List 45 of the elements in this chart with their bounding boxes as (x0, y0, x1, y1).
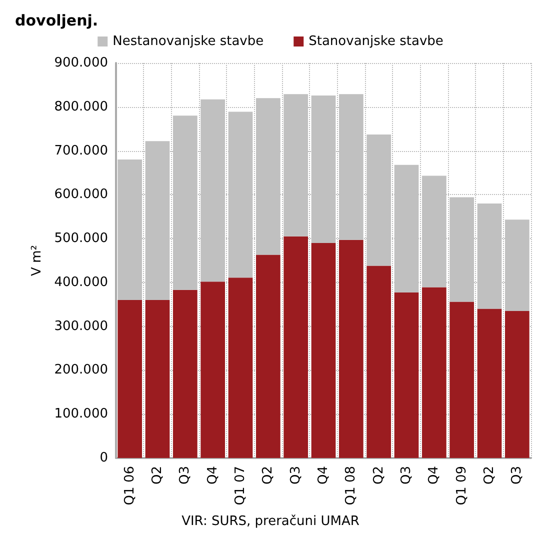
x-tick-label: Q1 07 (233, 466, 248, 506)
bar (256, 254, 280, 458)
y-tick-label: 700.000 (54, 143, 108, 158)
x-tick-label: Q2 (482, 466, 497, 485)
x-tick-label: Q3 (178, 466, 193, 485)
y-axis-title: V m² (29, 245, 44, 276)
bar (311, 242, 336, 458)
y-tick-label: 300.000 (54, 318, 108, 334)
bar (450, 302, 474, 458)
bar (145, 300, 170, 458)
bar (200, 282, 226, 458)
x-tick-label: Q2 (150, 466, 165, 485)
y-tick-label: 800.000 (54, 99, 108, 114)
legend-label: Nestanovanjske stavbe (112, 34, 264, 49)
y-tick-label: 600.000 (54, 187, 108, 202)
text: VIR: SURS, preračuni UMAR (182, 514, 360, 529)
x-tick-label: Q1 09 (454, 466, 470, 506)
bar (422, 287, 446, 458)
x-tick-label: Q4 (205, 466, 220, 485)
x-tick-label: Q3 (510, 466, 525, 485)
y-tick-label: 100.000 (54, 406, 108, 422)
bar (477, 308, 502, 458)
x-tick-label: Q2 (371, 466, 386, 485)
bar (284, 236, 308, 458)
x-tick-label: Q4 (316, 466, 331, 485)
x-tick-label: Q4 (426, 466, 442, 485)
y-tick-label: 900.000 (54, 56, 108, 70)
x-tick-label: Q1 06 (122, 466, 138, 506)
bar (394, 292, 419, 458)
x-tick-label: Q3 (399, 466, 414, 485)
y-tick-label: 400.000 (54, 274, 108, 290)
bar (118, 300, 142, 458)
bar (504, 310, 530, 458)
bar (228, 278, 253, 458)
chart-title: dovoljenj. (15, 12, 98, 30)
bar (366, 266, 392, 458)
x-tick-label: Q2 (260, 466, 276, 485)
x-tick-label: Q3 (288, 466, 304, 485)
bar (338, 240, 364, 458)
x-tick-label: Q1 08 (344, 466, 359, 506)
y-tick-label: 500.000 (54, 231, 108, 246)
y-tick-label: 200.000 (54, 362, 108, 378)
y-tick-label: 0 (100, 450, 108, 466)
bar (172, 290, 198, 458)
legend-label: Stanovanjske stavbe (308, 34, 444, 49)
